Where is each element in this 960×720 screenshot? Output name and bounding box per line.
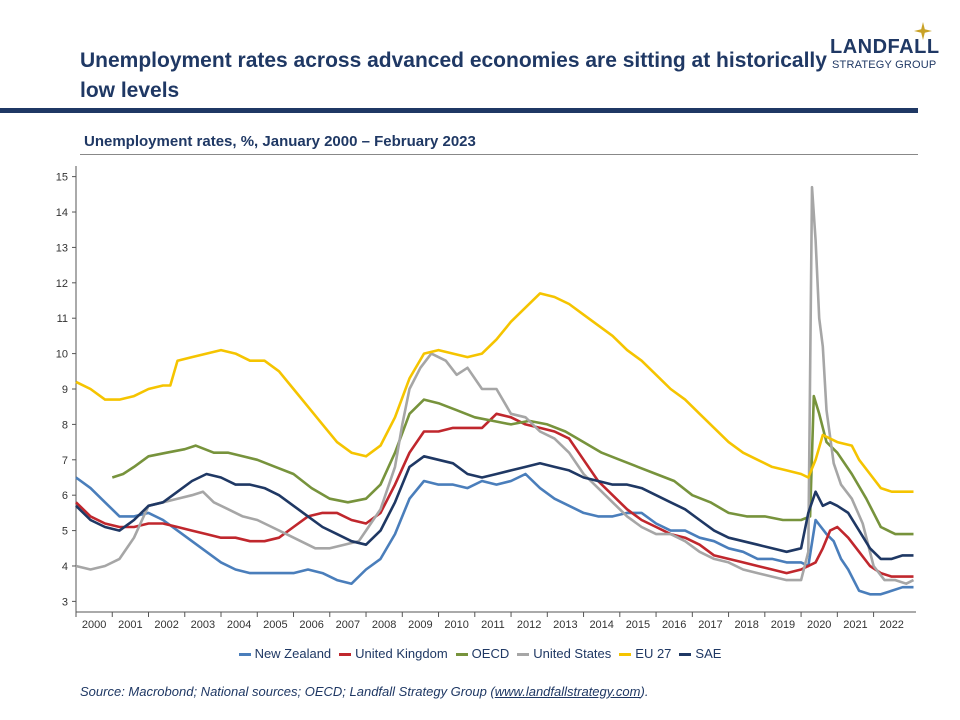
series-line-oecd [111,394,914,536]
chart-legend: New Zealand United Kingdom OECD United Stat… [0,646,960,661]
x-tick-label: 2017 [698,619,722,631]
legend-item: United Kingdom [339,646,448,661]
x-tick-label: 2005 [263,619,287,631]
x-tick-label: 2015 [626,619,650,631]
line-chart: 3 4 5 6 7 8 9 10 11 12 13 14 15 2000 2001 2002 2003 2004 2… [56,166,916,631]
x-tick-label: 2009 [408,619,432,631]
source-suffix: ). [640,684,649,699]
legend-swatch [339,653,352,657]
legend-label: New Zealand [254,646,332,661]
series-line-united-states [75,185,915,585]
y-tick-label: 12 [56,278,68,290]
series-line-new-zealand [75,472,914,596]
legend-item: New Zealand [238,646,332,661]
subtitle-divider [80,154,918,155]
y-tick-label: 7 [62,455,68,467]
legend-label: United Kingdom [355,646,448,661]
legend-swatch [517,653,530,657]
y-tick-label: 6 [62,490,68,502]
x-tick-label: 2003 [191,619,215,631]
y-tick-label: 10 [56,349,68,361]
source-link[interactable]: www.landfallstrategy.com [494,684,641,699]
x-tick-label: 2018 [734,619,758,631]
legend-item: SAE [679,646,721,661]
x-tick-label: 2020 [807,619,831,631]
y-tick-label: 5 [62,526,68,538]
x-tick-label: 2001 [118,619,142,631]
legend-swatch [679,653,692,657]
source-prefix: Source: Macrobond; National sources; OEC… [80,684,495,699]
x-tick-label: 2022 [879,619,903,631]
chart-title: Unemployment rates across advanced econo… [80,49,827,102]
series-line-sae [75,455,914,561]
legend-label: SAE [695,646,722,661]
chart-subtitle: Unemployment rates, %, January 2000 – Fe… [84,133,476,150]
y-tick-label: 14 [56,207,68,219]
four-point-star-icon [914,22,932,40]
legend-label: United States [533,646,612,661]
y-tick-label: 15 [56,172,68,184]
series-line-united-kingdom [75,412,914,578]
y-tick-label: 11 [57,313,68,325]
legend-swatch [619,653,632,657]
y-tick-label: 8 [62,419,68,431]
x-tick-label: 2011 [481,619,505,631]
x-tick-label: 2004 [227,619,251,631]
x-tick-label: 2019 [771,619,795,631]
x-tick-label: 2002 [154,619,178,631]
legend-swatch [455,653,468,657]
series-line-eu-27 [75,292,914,493]
header-divider [0,108,918,113]
x-tick-label: 2000 [82,619,106,631]
y-tick-label: 13 [56,242,68,254]
legend-label: EU 27 [635,646,672,661]
x-tick-label: 2006 [299,619,323,631]
legend-item: EU 27 [619,646,671,661]
source-note: Source: Macrobond; National sources; OEC… [80,684,648,699]
y-tick-label: 3 [62,596,68,608]
y-tick-label: 9 [62,384,68,396]
legend-label: OECD [471,646,510,661]
legend-item: OECD [455,646,510,661]
x-tick-label: 2008 [372,619,396,631]
x-tick-label: 2021 [843,619,867,631]
x-tick-label: 2013 [553,619,577,631]
x-tick-label: 2014 [589,619,613,631]
x-tick-label: 2007 [336,619,360,631]
x-tick-label: 2010 [444,619,468,631]
x-tick-label: 2012 [517,619,541,631]
legend-swatch [238,653,251,657]
logo-subtitle: STRATEGY GROUP [832,59,937,71]
landfall-logo: LANDFALL STRATEGY GROUP [826,22,946,76]
y-tick-label: 4 [62,561,68,573]
logo-name: LANDFALL [830,36,940,58]
x-tick-label: 2016 [662,619,686,631]
legend-item: United States [517,646,611,661]
